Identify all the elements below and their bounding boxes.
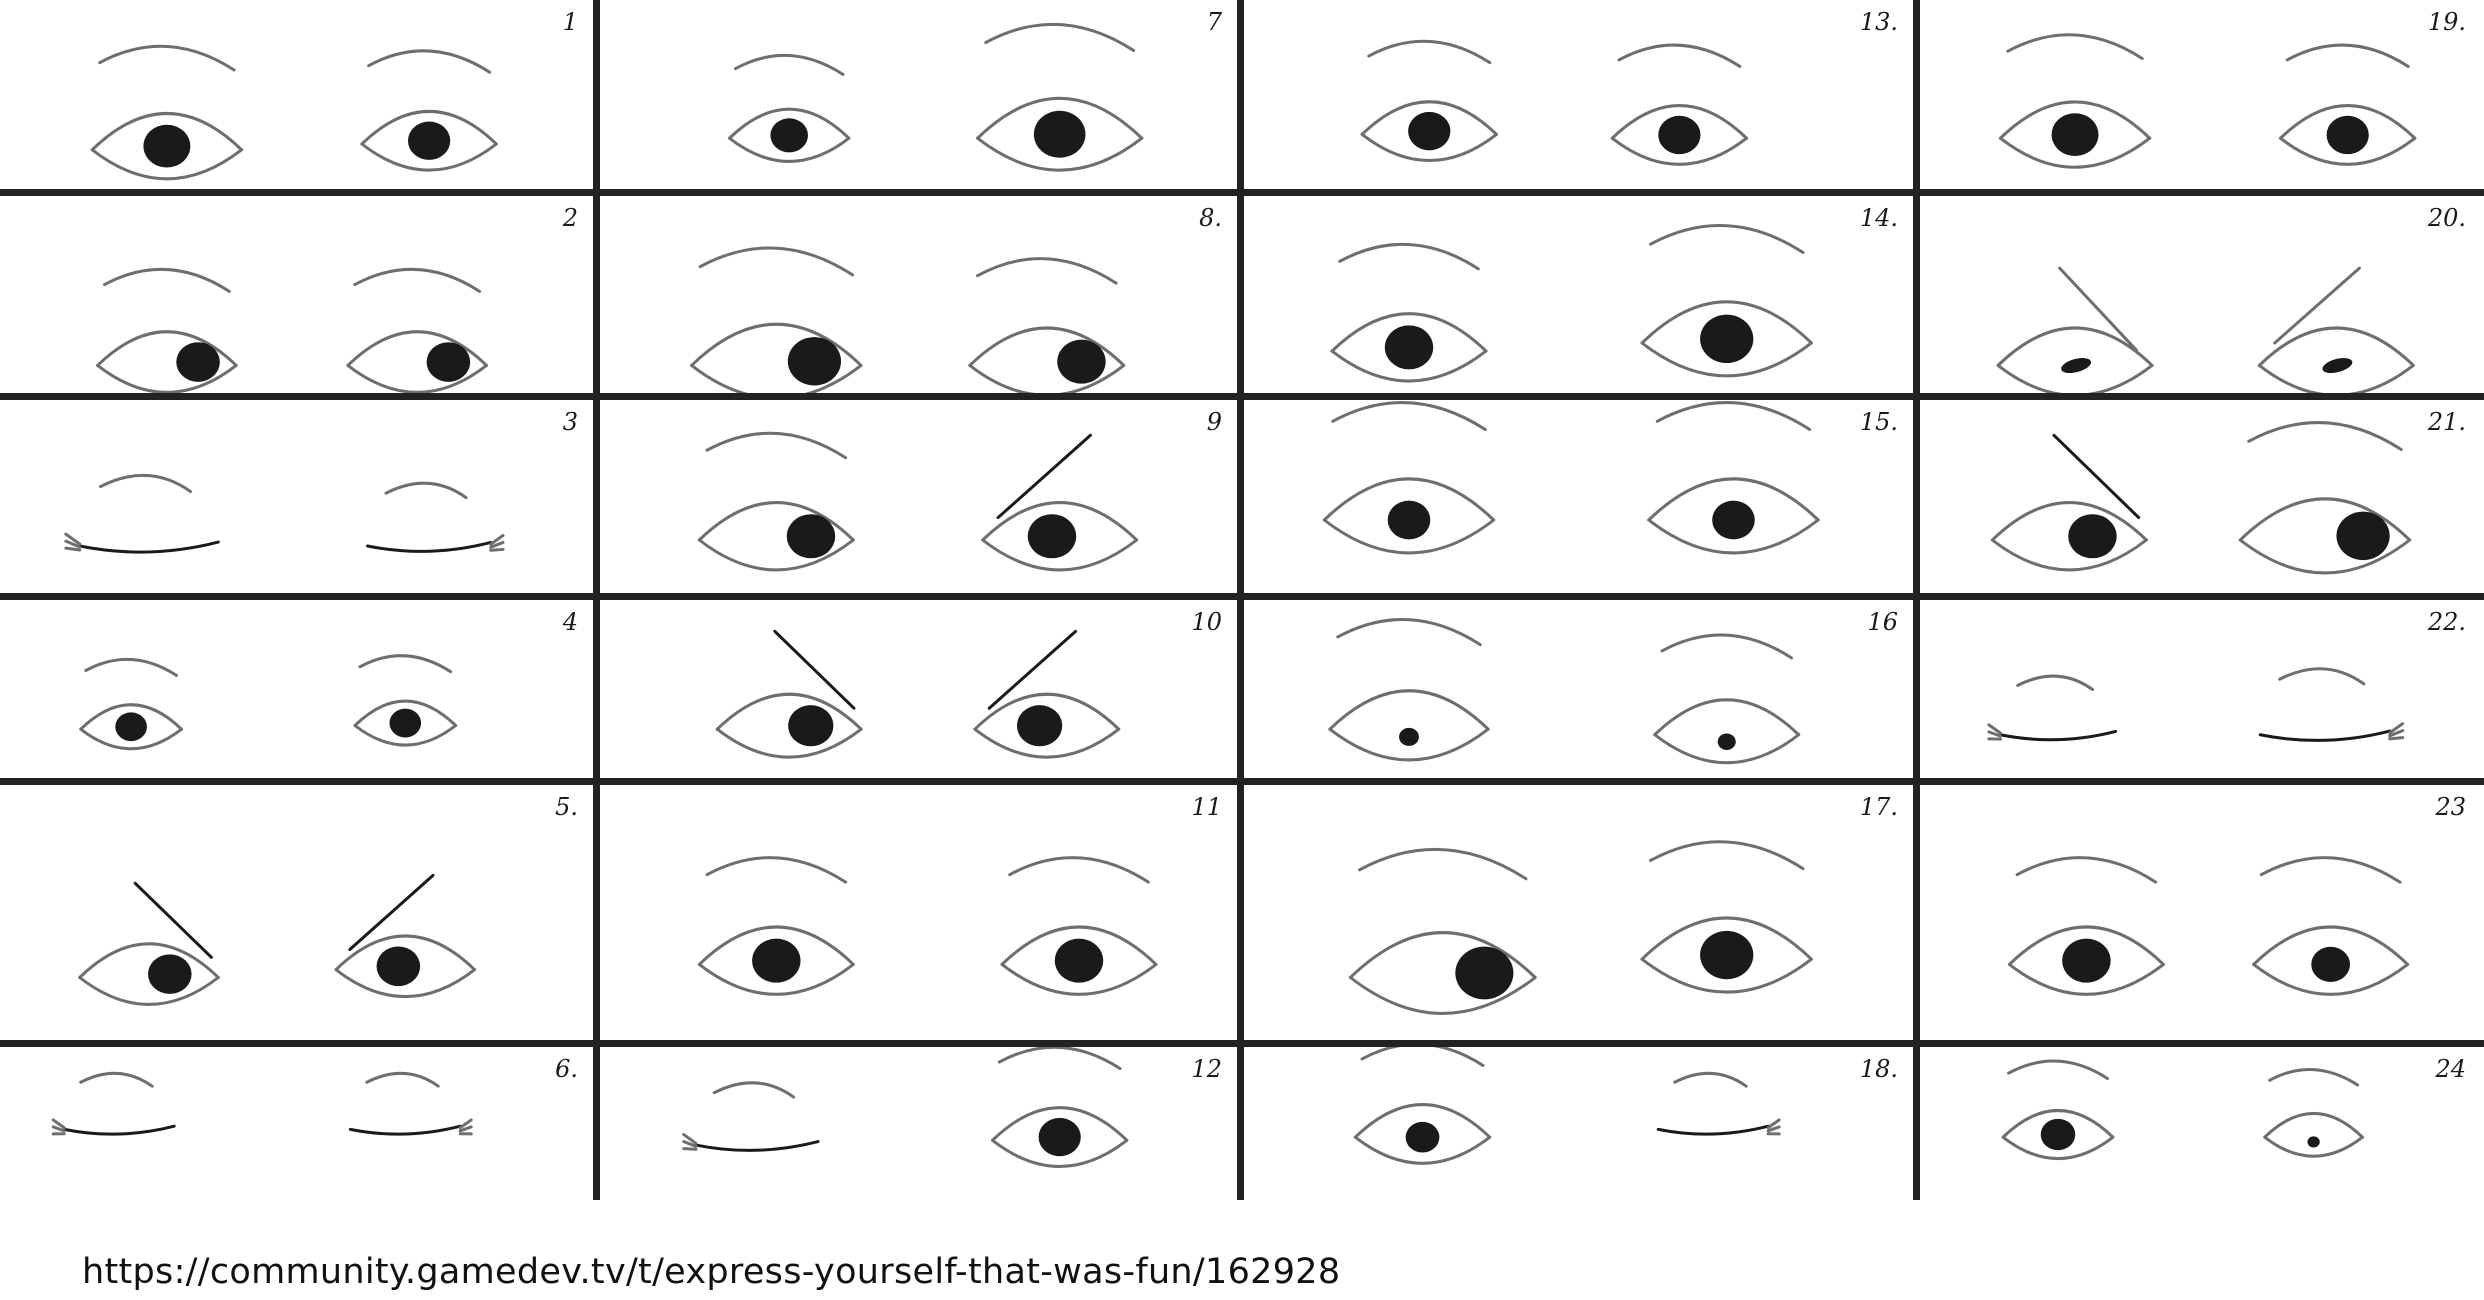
eye-sketch: [983, 435, 1137, 570]
panel-labels: 1 7 13. 19. 2 8. 14. 20. 3 9 15. 21. 4 10 16 22. 5. 11 17.…: [555, 8, 2466, 1083]
panel-number-label: 20.: [2427, 204, 2466, 232]
eye-sketch: [1658, 1073, 1779, 1134]
eye-sketch: [684, 1083, 818, 1151]
sketch-canvas: 1 7 13. 19. 2 8. 14. 20. 3 9 15. 21. 4 10 16 22. 5. 11 17.…: [0, 0, 2484, 1200]
eye-sketch: [53, 1073, 174, 1134]
panel-number-label: 23: [2434, 793, 2466, 821]
panel-number-label: 16: [1867, 608, 1898, 636]
panel-number-label: 4: [562, 608, 578, 636]
eye-sketch: [1362, 41, 1496, 160]
panel-number-label: 10: [1191, 608, 1222, 636]
eye-sketch: [2000, 35, 2149, 168]
panel-number-label: 9: [1207, 408, 1222, 436]
eye-expression-sheet: 1 7 13. 19. 2 8. 14. 20. 3 9 15. 21. 4 10 16 22. 5. 11 17.…: [0, 0, 2484, 1200]
panel-number-label: 15.: [1860, 408, 1898, 436]
eye-sketch: [336, 875, 475, 996]
eye-sketch: [92, 46, 241, 179]
eye-sketch: [1330, 619, 1488, 759]
eye-sketch: [66, 475, 218, 552]
eye-sketch: [1989, 676, 2116, 740]
panel-number-label: 11: [1191, 793, 1222, 821]
panel-number-label: 14.: [1860, 204, 1898, 232]
eye-sketch: [2280, 45, 2414, 164]
eye-sketch: [699, 858, 853, 995]
source-url-caption: https://community.gamedev.tv/t/express-y…: [82, 1252, 1341, 1292]
eye-sketch: [692, 248, 861, 398]
eye-sketch: [350, 1073, 471, 1134]
eye-sketch: [1002, 858, 1156, 995]
eye-sketch: [2254, 858, 2408, 995]
panel-number-label: 8.: [1199, 204, 1222, 232]
eye-sketch: [1355, 1044, 1489, 1163]
eye-sketch: [1332, 244, 1486, 381]
eye-sketch: [348, 269, 487, 392]
eye-sketch: [2240, 423, 2409, 573]
column-divider: [1237, 0, 1244, 1200]
eye-sketches: [53, 24, 2415, 1166]
eye-sketch: [1350, 849, 1535, 1013]
eye-sketch: [2009, 858, 2163, 995]
eye-sketch: [2003, 1061, 2113, 1159]
eye-sketch: [1655, 635, 1799, 763]
eye-sketch: [1324, 403, 1493, 553]
panel-number-label: 5.: [555, 793, 578, 821]
eye-sketch: [81, 659, 182, 748]
panel-number-label: 22.: [2427, 608, 2466, 636]
eye-sketch: [1642, 842, 1811, 992]
panel-number-label: 12: [1191, 1055, 1222, 1083]
eye-sketch: [975, 631, 1119, 757]
column-divider: [593, 0, 600, 1200]
eye-sketch: [98, 269, 237, 392]
eye-sketch: [978, 24, 1142, 170]
panel-number-label: 17.: [1860, 793, 1898, 821]
panel-number-label: 3: [563, 408, 578, 436]
panel-number-label: 13.: [1860, 8, 1898, 36]
eye-sketch: [355, 656, 456, 745]
eye-sketch: [1998, 268, 2152, 395]
eye-sketch: [80, 883, 219, 1004]
panel-number-label: 18.: [1860, 1055, 1898, 1083]
eye-sketch: [362, 51, 496, 170]
eye-sketch: [368, 483, 504, 551]
eye-sketch: [729, 55, 848, 161]
panel-number-label: 1: [563, 8, 578, 36]
eye-sketch: [699, 433, 853, 570]
eye-sketch: [2259, 268, 2413, 395]
panel-grid: [0, 0, 2484, 1200]
panel-number-label: 6.: [555, 1055, 578, 1083]
column-divider: [1913, 0, 1920, 1200]
eye-sketch: [970, 259, 1124, 396]
eye-sketch: [993, 1047, 1127, 1166]
eye-sketch: [2265, 1069, 2363, 1156]
eye-sketch: [1612, 45, 1746, 164]
panel-number-label: 19.: [2428, 8, 2466, 36]
eye-sketch: [717, 631, 861, 757]
eye-sketch: [1992, 435, 2146, 570]
panel-number-label: 2: [562, 204, 578, 232]
eye-sketch: [2260, 669, 2402, 741]
panel-number-label: 7: [1207, 8, 1223, 36]
eye-sketch: [1642, 226, 1811, 376]
panel-number-label: 24: [2434, 1055, 2466, 1083]
panel-number-label: 21.: [2427, 408, 2466, 436]
eye-sketch: [1649, 403, 1818, 553]
